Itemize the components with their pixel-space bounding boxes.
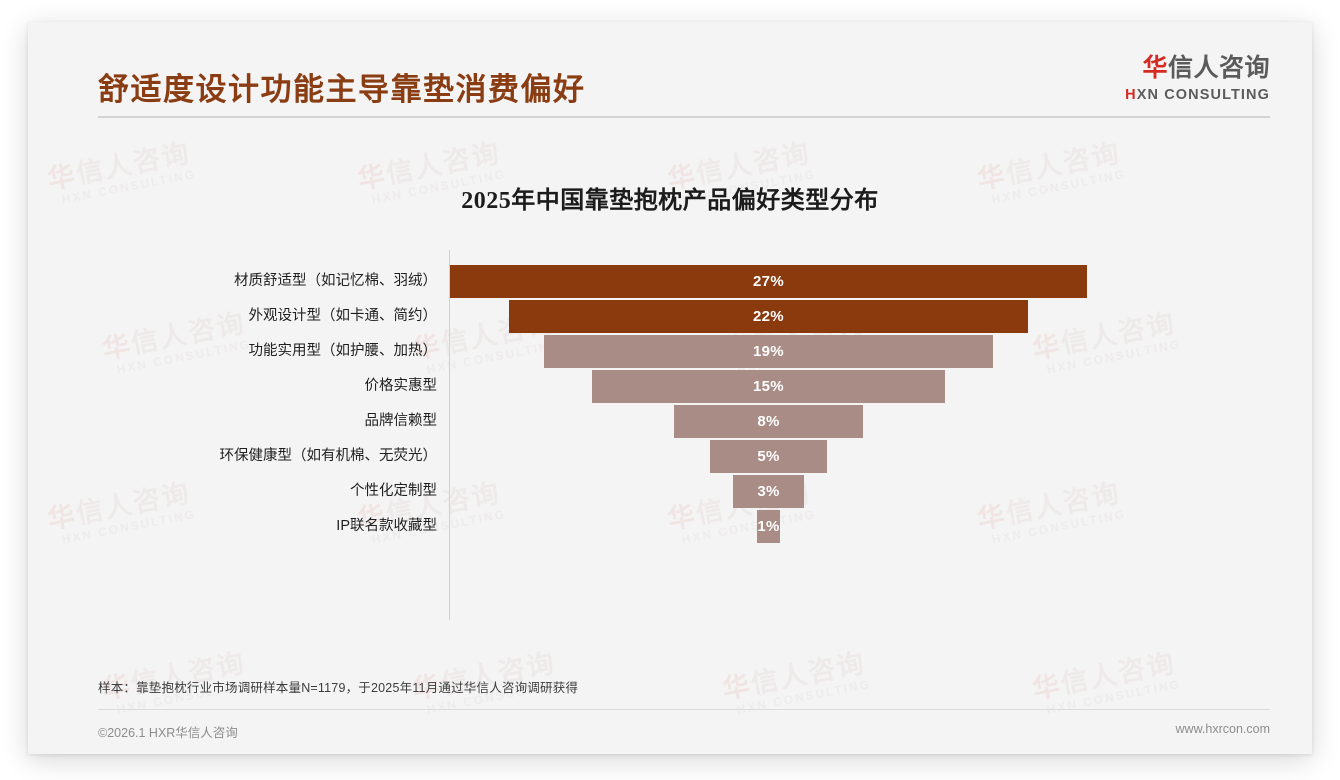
bar-track: 22% bbox=[450, 299, 1270, 334]
logo-en-rest: XN CONSULTING bbox=[1136, 87, 1270, 103]
bar-rows: 材质舒适型（如记忆棉、羽绒） 27% 外观设计型（如卡通、简约） 22% 功能实用型（如… bbox=[98, 264, 1270, 544]
bar-value-label: 1% bbox=[757, 518, 780, 535]
bar-value-label: 15% bbox=[753, 378, 784, 395]
bar-row: 材质舒适型（如记忆棉、羽绒） 27% bbox=[98, 264, 1270, 299]
bar-segment[interactable]: 19% bbox=[544, 335, 993, 368]
bar-value-label: 3% bbox=[757, 483, 780, 500]
logo-en-red-char: H bbox=[1125, 87, 1137, 103]
bar-value-label: 19% bbox=[753, 343, 784, 360]
bar-segment[interactable]: 22% bbox=[508, 300, 1028, 333]
bar-track: 5% bbox=[450, 439, 1270, 474]
bar-row: 价格实惠型 15% bbox=[98, 369, 1270, 404]
page-title: 舒适度设计功能主导靠垫消费偏好 bbox=[98, 72, 586, 107]
bar-value-label: 27% bbox=[753, 273, 784, 290]
bar-value-label: 22% bbox=[753, 308, 784, 325]
bar-category-label: 材质舒适型（如记忆棉、羽绒） bbox=[234, 273, 437, 289]
bar-category-label: IP联名款收藏型 bbox=[336, 518, 437, 534]
bar-track: 3% bbox=[450, 474, 1270, 509]
bar-segment[interactable]: 15% bbox=[591, 370, 946, 403]
company-logo: 华信人咨询 HXN CONSULTING bbox=[1125, 56, 1270, 103]
bar-track: 27% bbox=[450, 264, 1270, 299]
bar-row: 外观设计型（如卡通、简约） 22% bbox=[98, 299, 1270, 334]
bar-track: 1% bbox=[450, 509, 1270, 544]
bar-category-label: 价格实惠型 bbox=[364, 378, 438, 394]
slide-canvas: 华信人咨询 HXN CONSULTING 华信人咨询 HXN CONSULTING 华信… bbox=[28, 22, 1312, 754]
bar-value-label: 8% bbox=[757, 413, 780, 430]
website-text: www.hxrcon.com bbox=[1175, 722, 1270, 736]
header-divider bbox=[98, 116, 1270, 118]
bar-row: 功能实用型（如护腰、加热） 19% bbox=[98, 334, 1270, 369]
bar-value-label: 5% bbox=[757, 448, 780, 465]
logo-chinese-name: 华信人咨询 bbox=[1125, 56, 1270, 81]
bar-segment[interactable]: 1% bbox=[756, 510, 781, 543]
bar-track: 19% bbox=[450, 334, 1270, 369]
funnel-chart-plot: 材质舒适型（如记忆棉、羽绒） 27% 外观设计型（如卡通、简约） 22% 功能实用型（如… bbox=[98, 250, 1270, 620]
bar-category-label: 个性化定制型 bbox=[350, 483, 437, 499]
logo-cn-rest: 信人咨询 bbox=[1167, 54, 1270, 82]
logo-english-name: HXN CONSULTING bbox=[1125, 88, 1270, 103]
slide-footer: ©2026.1 HXR华信人咨询 www.hxrcon.com bbox=[28, 710, 1312, 754]
bar-segment[interactable]: 5% bbox=[709, 440, 828, 473]
bar-segment[interactable]: 8% bbox=[674, 405, 863, 438]
category-axis-line bbox=[449, 250, 450, 620]
bar-category-label: 品牌信赖型 bbox=[364, 413, 438, 429]
bar-row: 个性化定制型 3% bbox=[98, 474, 1270, 509]
copyright-text: ©2026.1 HXR华信人咨询 bbox=[98, 726, 238, 740]
chart-container: 2025年中国靠垫抱枕产品偏好类型分布 材质舒适型（如记忆棉、羽绒） 27% 外观设… bbox=[28, 120, 1312, 666]
bar-category-label: 外观设计型（如卡通、简约） bbox=[248, 308, 438, 324]
bar-track: 15% bbox=[450, 369, 1270, 404]
logo-cn-red-char: 华 bbox=[1142, 54, 1168, 82]
source-note: 样本：靠垫抱枕行业市场调研样本量N=1179，于2025年11月通过华信人咨询调… bbox=[98, 681, 579, 695]
bar-segment[interactable]: 3% bbox=[733, 475, 804, 508]
bar-row: IP联名款收藏型 1% bbox=[98, 509, 1270, 544]
slide-header: 舒适度设计功能主导靠垫消费偏好 华信人咨询 HXN CONSULTING bbox=[28, 22, 1312, 120]
bar-row: 品牌信赖型 8% bbox=[98, 404, 1270, 439]
chart-title: 2025年中国靠垫抱枕产品偏好类型分布 bbox=[461, 188, 879, 214]
footer-divider bbox=[98, 709, 1270, 710]
bar-category-label: 功能实用型（如护腰、加热） bbox=[248, 343, 438, 359]
bar-row: 环保健康型（如有机棉、无荧光） 5% bbox=[98, 439, 1270, 474]
bar-track: 8% bbox=[450, 404, 1270, 439]
bar-segment[interactable]: 27% bbox=[450, 265, 1087, 298]
bar-category-label: 环保健康型（如有机棉、无荧光） bbox=[219, 448, 438, 464]
